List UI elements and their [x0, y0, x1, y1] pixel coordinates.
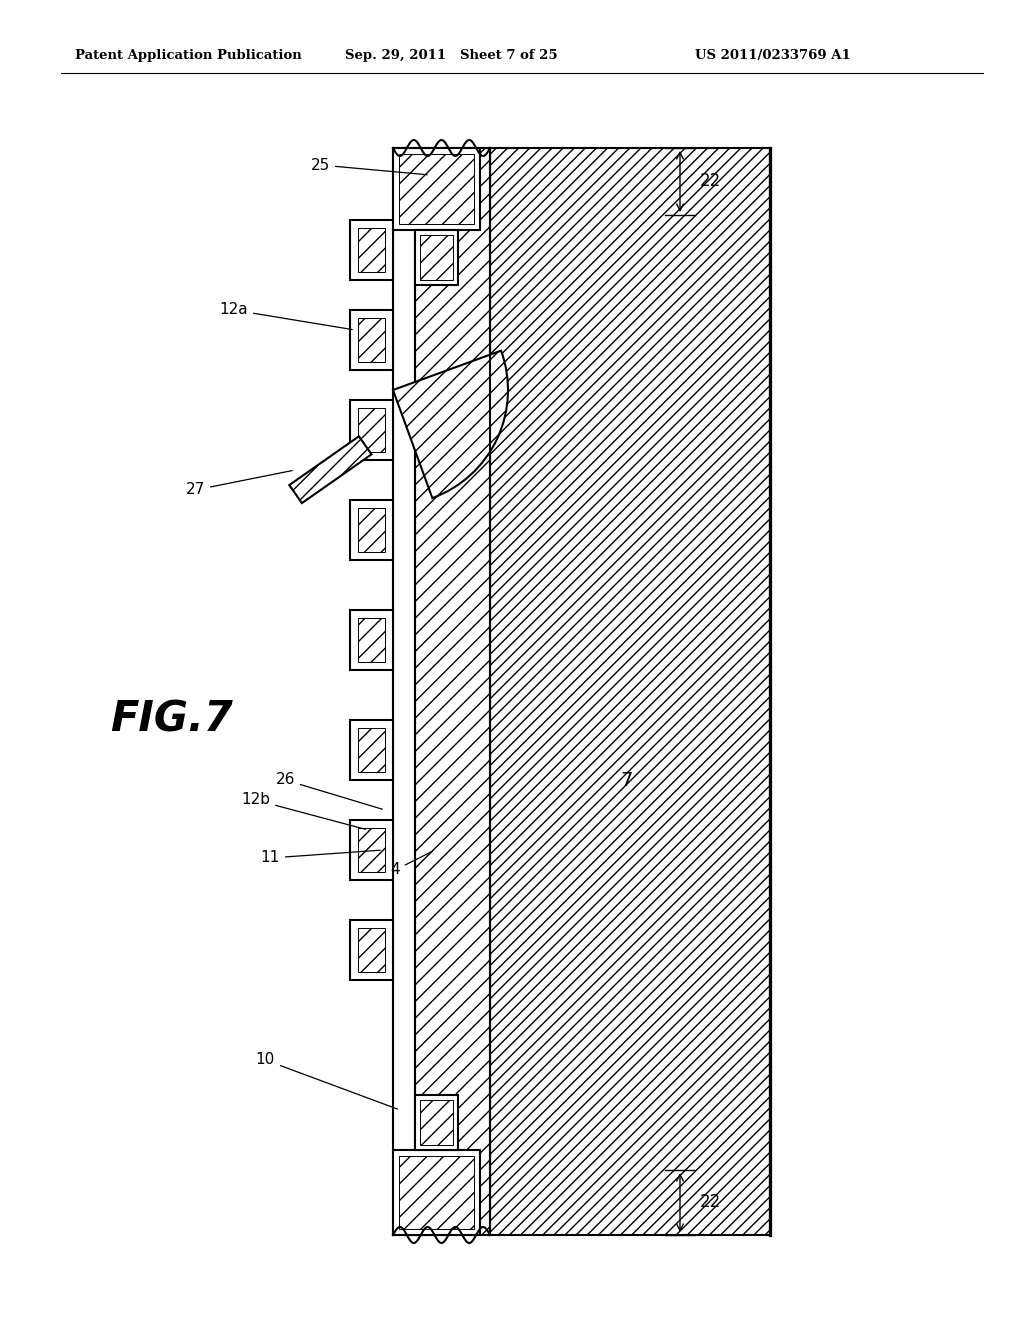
Bar — [358, 318, 385, 362]
Bar — [415, 148, 490, 1236]
Bar — [358, 228, 385, 272]
Text: 26: 26 — [275, 772, 382, 809]
Bar — [420, 235, 453, 280]
Bar — [415, 230, 458, 285]
Bar — [350, 719, 393, 780]
Bar — [399, 1156, 474, 1229]
Bar — [358, 828, 385, 873]
Bar — [290, 437, 372, 503]
Bar — [350, 400, 393, 459]
Text: US 2011/0233769 A1: US 2011/0233769 A1 — [695, 49, 851, 62]
Bar — [420, 1100, 453, 1144]
Bar — [490, 148, 770, 1236]
Text: 7: 7 — [620, 771, 633, 789]
Text: 22: 22 — [700, 1193, 721, 1210]
Text: 27: 27 — [185, 470, 292, 498]
Bar — [350, 220, 393, 280]
Bar — [350, 920, 393, 979]
Text: 22: 22 — [700, 172, 721, 190]
Text: Patent Application Publication: Patent Application Publication — [75, 49, 302, 62]
Bar — [399, 154, 474, 224]
Text: FIG.7: FIG.7 — [110, 700, 232, 741]
Text: 10: 10 — [256, 1052, 397, 1109]
Text: 12a: 12a — [219, 302, 352, 330]
Bar — [358, 508, 385, 552]
Bar — [350, 310, 393, 370]
Text: 4: 4 — [390, 851, 432, 878]
Bar — [358, 928, 385, 972]
Bar — [393, 148, 415, 1236]
Bar — [350, 500, 393, 560]
Bar — [358, 408, 385, 451]
Bar — [393, 148, 480, 230]
Text: 25: 25 — [310, 157, 427, 174]
Bar — [358, 618, 385, 663]
Wedge shape — [393, 351, 508, 498]
Bar — [358, 729, 385, 772]
Text: Sep. 29, 2011   Sheet 7 of 25: Sep. 29, 2011 Sheet 7 of 25 — [345, 49, 558, 62]
Bar — [350, 610, 393, 671]
Bar — [393, 1150, 480, 1236]
Text: 11: 11 — [261, 850, 380, 866]
Bar — [350, 820, 393, 880]
Bar — [415, 1096, 458, 1150]
Text: 12b: 12b — [241, 792, 366, 829]
